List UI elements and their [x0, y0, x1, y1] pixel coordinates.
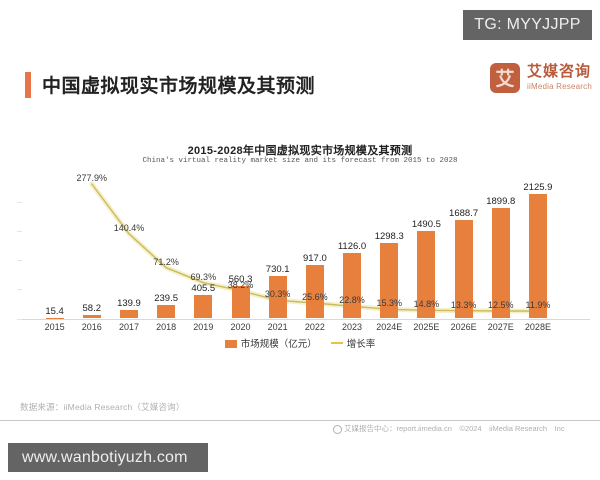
svg-text:艾: 艾 [495, 68, 514, 90]
